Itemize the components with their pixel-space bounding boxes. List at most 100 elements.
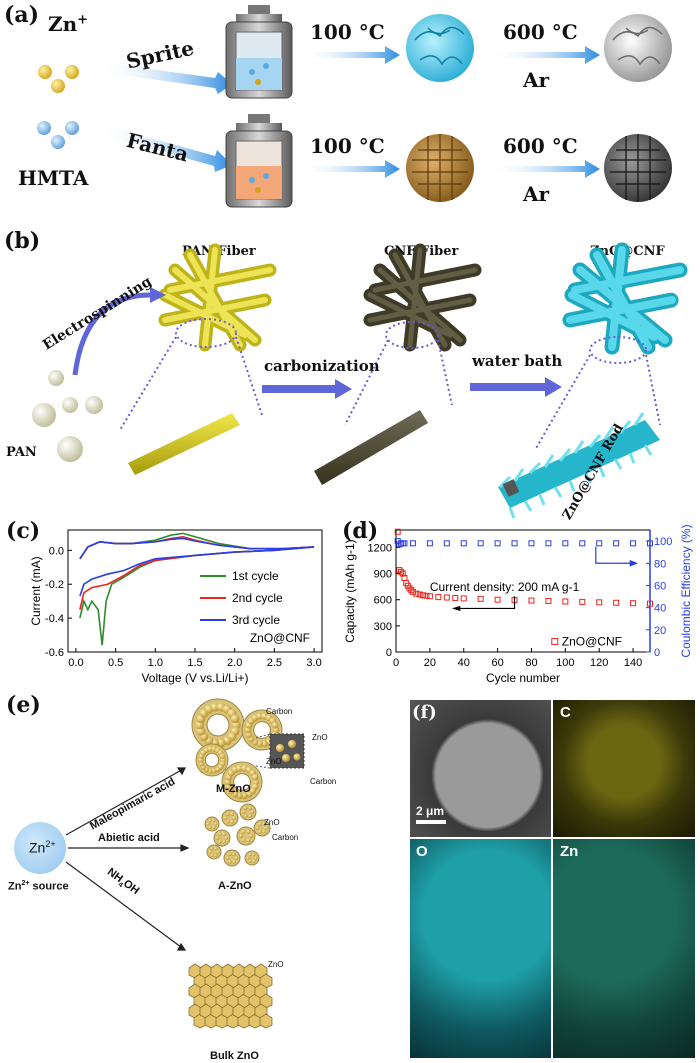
dark-porous-sphere — [604, 134, 672, 202]
zno-grain — [241, 829, 246, 834]
zno-grain — [208, 819, 212, 823]
zno-grain — [207, 746, 213, 752]
x-tick-label: 0.0 — [68, 657, 83, 669]
chart-c: 0.0 0.5 1.0 1.5 2.0 2.5 3.0 -0.6 -0.4 -0.2 0.0 Volt… — [29, 529, 323, 685]
a-zno-shell — [236, 826, 256, 846]
efficiency-point — [443, 540, 450, 547]
zno-grain — [234, 856, 239, 860]
carbonization-label: carbonization — [264, 357, 380, 375]
sprite-arrow — [100, 62, 232, 94]
panel-a-label: (a) — [4, 2, 40, 28]
x-tick-label: 140 — [624, 657, 642, 669]
capacity-point — [416, 591, 423, 598]
zno-grain — [225, 856, 230, 860]
temp-600-bottom: 600 °C — [503, 134, 578, 158]
x-tick-label: 20 — [424, 657, 436, 669]
zno-grain — [226, 812, 230, 816]
efficiency-point — [630, 540, 637, 547]
a-zno-shell — [221, 809, 239, 827]
y-tick-label: 300 — [374, 621, 392, 633]
zno-grain — [261, 740, 268, 748]
efficiency-point — [494, 540, 501, 547]
zn2-source-label: Zn2+ source — [8, 880, 69, 893]
zno-grain — [248, 806, 252, 810]
capacity-axis-arrow — [455, 596, 516, 610]
autoclave-top — [225, 5, 293, 99]
hmta-label: HMTA — [18, 166, 89, 190]
zno-grain — [226, 820, 230, 824]
carbonization-arrow — [262, 379, 352, 399]
route-arrows — [65, 767, 190, 951]
y-tick-label: 0.0 — [49, 545, 64, 557]
y-tick-label: -0.6 — [45, 647, 64, 659]
zno-label-3: ZnO — [268, 960, 284, 969]
sem-image — [410, 700, 551, 837]
zoom-guides — [119, 318, 661, 451]
capacity-arrow-head — [451, 605, 461, 612]
capacity-point — [579, 598, 586, 605]
zno-grain — [214, 847, 218, 851]
x-tick-label: 3.0 — [306, 657, 321, 669]
zno-grain — [230, 714, 240, 724]
efficiency-point — [460, 540, 467, 547]
efficiency-point — [511, 540, 518, 547]
panel-f-label: (f) — [412, 702, 437, 723]
zno-grain — [210, 702, 220, 712]
capacity-point — [398, 568, 405, 575]
temp-600-top: 600 °C — [503, 20, 578, 44]
zno-grain — [244, 806, 248, 810]
temp-100-top: 100 °C — [310, 20, 385, 44]
capacity-point — [394, 528, 401, 535]
x-axis-label: Voltage (V vs.Li/Li+) — [141, 671, 248, 685]
legend-swatch — [551, 638, 559, 646]
legend-label: 2nd cycle — [232, 591, 283, 605]
zno-grain — [258, 822, 262, 826]
zno-grain — [239, 834, 244, 838]
scale-label: 2 μm — [416, 804, 445, 818]
y-tick-label: -0.2 — [45, 579, 64, 591]
arrow-600c-top — [490, 46, 600, 64]
m-zno-core — [206, 713, 230, 737]
autoclave-bottom — [225, 114, 293, 208]
capacity-point — [452, 594, 459, 601]
legend-label: 3rd cycle — [232, 613, 280, 627]
a-zno-particles — [204, 803, 271, 867]
y-tick-label: -0.4 — [45, 613, 64, 625]
zno-grain — [248, 853, 252, 857]
zno-grain — [244, 814, 248, 818]
capacity-point — [420, 592, 427, 599]
m-zno-label: M-ZnO — [216, 783, 251, 795]
y-right-tick-label: 40 — [654, 603, 666, 615]
zno-grain — [223, 816, 228, 820]
x-tick-label: 2.5 — [267, 657, 282, 669]
o-map-label: O — [416, 843, 428, 860]
efficiency-point — [613, 540, 620, 547]
panel-a-graphics — [37, 5, 672, 208]
panel-f-images: (f) 2 μm C O Zn — [410, 700, 695, 1058]
capacity-point — [406, 585, 413, 592]
a-zno-shell — [239, 803, 257, 821]
gas-ar-top: Ar — [523, 68, 550, 92]
pan-rod — [128, 413, 240, 475]
zno-grain — [258, 830, 262, 834]
zno-grain — [222, 832, 226, 836]
y-axis-label: Capacity (mAh g-1) — [343, 539, 357, 642]
a-zno-shell — [223, 849, 241, 867]
panel-b-graphics — [32, 242, 688, 519]
efficiency-point — [562, 540, 569, 547]
x-tick-label: 80 — [525, 657, 537, 669]
zno-grain — [252, 853, 256, 857]
zno-grain — [264, 826, 269, 830]
m-zno-core — [204, 752, 220, 768]
hmta-spheres — [37, 121, 79, 149]
brown-porous-sphere — [406, 134, 474, 202]
zno-grain — [216, 850, 220, 854]
capacity-point — [460, 595, 467, 602]
grey-flower-sphere — [604, 14, 672, 82]
m-zno-core — [233, 773, 251, 791]
zno-grain — [230, 820, 234, 824]
bulk-zno-label: Bulk ZnO — [210, 1050, 259, 1062]
y-tick-label: 600 — [374, 595, 392, 607]
cyan-flower-sphere — [406, 14, 474, 82]
efficiency-point — [596, 540, 603, 547]
